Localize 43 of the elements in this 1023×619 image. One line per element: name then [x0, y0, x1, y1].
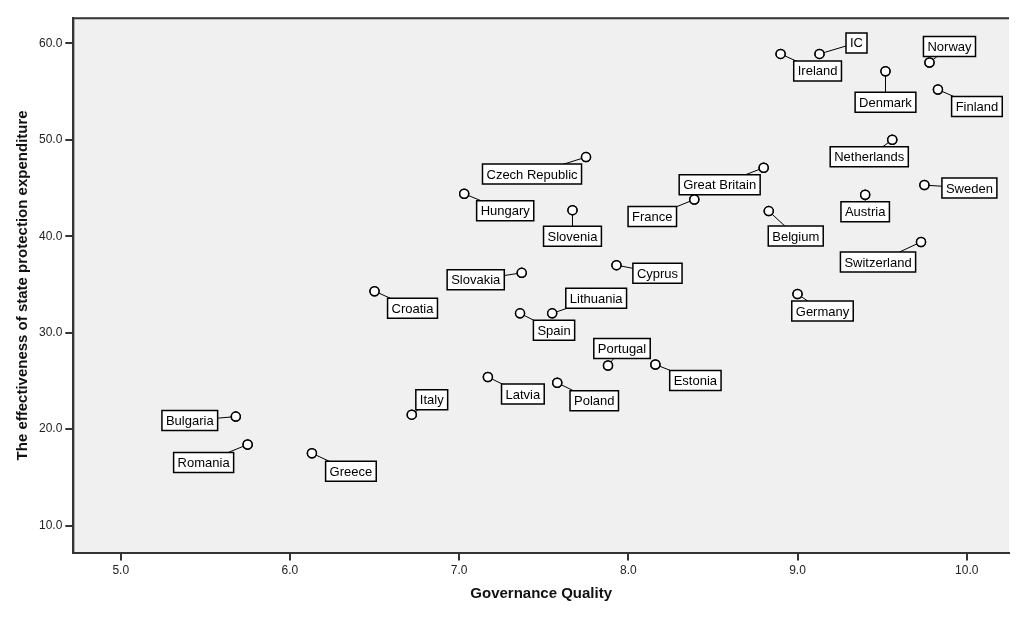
annotation: Switzerland [844, 254, 912, 270]
annotation: Hungary [480, 203, 531, 219]
annotation: Lithuania [569, 290, 624, 306]
y-tick-label: 60.0 [39, 35, 63, 50]
annotation: Denmark [859, 94, 913, 110]
annotation: Austria [844, 204, 887, 220]
annotation: Belgium [772, 228, 820, 244]
annotation: Slovakia [451, 272, 502, 288]
y-tick-label: 30.0 [39, 324, 63, 339]
annotation: Slovenia [547, 228, 599, 244]
y-axis-title: The effectiveness of state protection expenditure [13, 110, 31, 461]
y-tick-label: 20.0 [39, 421, 63, 436]
annotation: Netherlands [834, 149, 905, 165]
x-axis-title: Governance Quality [470, 584, 613, 602]
y-tick-label: 50.0 [39, 132, 63, 147]
x-tick-label: 7.0 [450, 563, 468, 578]
annotation: France [632, 209, 673, 225]
x-tick-label: 8.0 [619, 563, 637, 578]
annotation: Estonia [673, 373, 718, 389]
annotation: Poland [574, 393, 615, 409]
annotation: Czech Republic [486, 166, 579, 182]
annotation: Sweden [945, 180, 993, 196]
annotation: Portugal [597, 341, 647, 357]
x-tick-label: 5.0 [112, 563, 130, 578]
annotation: Cyprus [636, 265, 679, 281]
annotation: Germany [795, 303, 850, 319]
annotation: Ireland [797, 63, 838, 79]
y-tick-label: 10.0 [39, 517, 63, 532]
annotation: Romania [177, 455, 231, 471]
x-tick-label: 6.0 [281, 563, 299, 578]
x-tick-label: 9.0 [789, 563, 807, 578]
x-tick-label: 10.0 [955, 563, 979, 578]
annotation: Finland [955, 99, 999, 115]
annotation: Bulgaria [165, 413, 215, 429]
annotation: Croatia [391, 300, 435, 316]
annotation: Norway [927, 39, 973, 55]
annotation: Spain [537, 322, 571, 338]
annotation: Great Britain [683, 177, 757, 193]
annotation: Latvia [505, 386, 541, 402]
y-tick-label: 40.0 [39, 228, 63, 243]
annotation: IC [850, 35, 863, 51]
annotation: Greece [329, 463, 373, 479]
annotation: Italy [419, 392, 445, 408]
